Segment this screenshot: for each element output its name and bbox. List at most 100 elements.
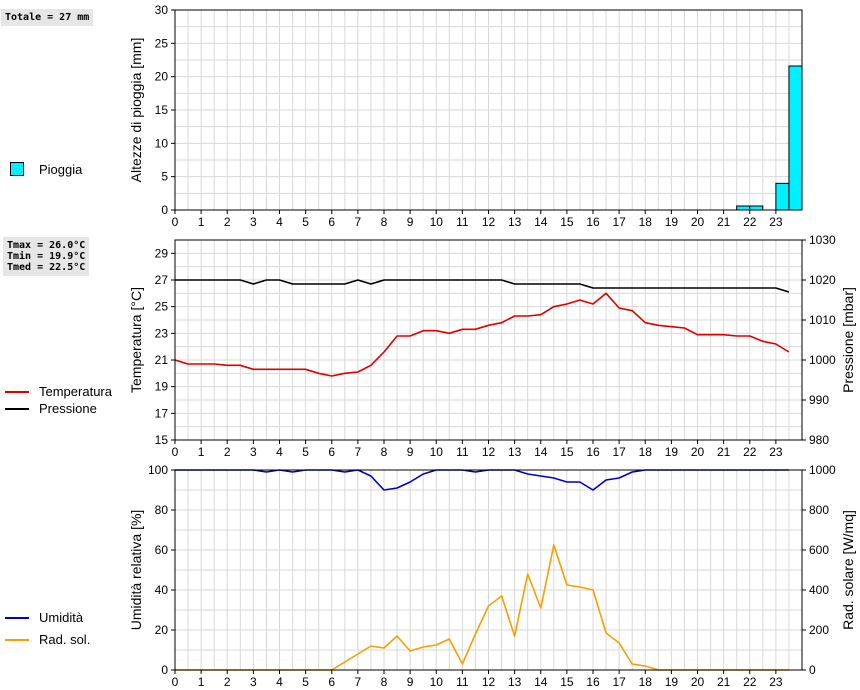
y-axis-title: Altezze di pioggia [mm] (128, 38, 144, 183)
x-tick-label: 18 (639, 445, 653, 459)
y2-tick-label: 1020 (809, 273, 836, 287)
x-tick-label: 18 (639, 675, 653, 689)
x-tick-label: 0 (172, 445, 179, 459)
x-tick-label: 0 (172, 675, 179, 689)
x-tick-label: 20 (691, 215, 705, 229)
y-axis-title: Umidità relativa [%] (128, 510, 144, 631)
x-tick-label: 14 (534, 445, 548, 459)
x-tick-label: 17 (612, 445, 626, 459)
y2-tick-label: 990 (809, 393, 829, 407)
x-tick-label: 4 (276, 675, 283, 689)
y-tick-label: 20 (155, 623, 169, 637)
y2-tick-label: 1030 (809, 233, 836, 247)
x-tick-label: 14 (534, 675, 548, 689)
rain-total-text: Totale = 27 mm (5, 12, 90, 23)
y-tick-label: 0 (161, 663, 168, 677)
legend-humidity-label: Umidità (39, 610, 84, 625)
x-tick-label: 16 (586, 215, 600, 229)
y-tick-label: 100 (148, 463, 168, 477)
x-tick-label: 4 (276, 445, 283, 459)
bar-pioggia (775, 182, 790, 211)
x-tick-label: 8 (381, 675, 388, 689)
series-line-umidita (175, 469, 789, 491)
x-tick-label: 23 (769, 675, 783, 689)
x-tick-label: 17 (612, 675, 626, 689)
y-tick-label: 60 (155, 543, 169, 557)
panel-2: 0 1 2 3 4 5 6 7 8 9 10 11 12 13 14 15 16 17 18 19 20 21 22 2315… (128, 233, 856, 459)
x-tick-label: 13 (508, 675, 522, 689)
legend-pressure-swatch (5, 408, 29, 410)
tmax-text: Tmax = 26.0°C (7, 240, 86, 251)
y-tick-label: 20 (155, 70, 169, 84)
y2-tick-label: 1000 (809, 463, 836, 477)
x-tick-label: 13 (508, 445, 522, 459)
x-tick-label: 3 (250, 445, 257, 459)
x-tick-label: 22 (743, 675, 757, 689)
y2-tick-label: 1010 (809, 313, 836, 327)
x-tick-label: 6 (328, 445, 335, 459)
x-tick-label: 4 (276, 215, 283, 229)
temp-stats-box: Tmax = 26.0°C Tmin = 19.9°C Tmed = 22.5°… (3, 237, 90, 276)
x-tick-label: 7 (355, 215, 362, 229)
y-tick-label: 15 (155, 103, 169, 117)
y2-tick-label: 0 (809, 663, 816, 677)
x-tick-label: 15 (560, 215, 574, 229)
x-tick-label: 1 (198, 675, 205, 689)
x-tick-label: 5 (302, 215, 309, 229)
legend-radiation-label: Rad. sol. (39, 632, 91, 647)
x-tick-label: 0 (172, 215, 179, 229)
x-tick-label: 20 (691, 675, 705, 689)
x-tick-label: 18 (639, 215, 653, 229)
series-line-rad-sol (175, 544, 789, 671)
y-tick-label: 30 (155, 3, 169, 17)
legend-rain-label: Pioggia (39, 162, 83, 177)
x-tick-label: 16 (586, 445, 600, 459)
x-tick-label: 16 (586, 675, 600, 689)
x-tick-label: 11 (456, 215, 469, 229)
x-tick-label: 10 (430, 675, 444, 689)
y-tick-label: 29 (155, 246, 169, 260)
x-tick-label: 12 (482, 445, 496, 459)
x-tick-label: 21 (717, 675, 731, 689)
y-axis-title: Temperatura [°C] (128, 287, 144, 393)
y-tick-label: 21 (155, 353, 169, 367)
y-tick-label: 40 (155, 583, 169, 597)
x-tick-label: 22 (743, 445, 757, 459)
legend-radiation-swatch (5, 639, 29, 641)
y2-tick-label: 1000 (809, 353, 836, 367)
x-tick-label: 1 (198, 445, 205, 459)
bar-pioggia (736, 205, 751, 211)
x-tick-label: 9 (407, 445, 414, 459)
x-tick-label: 10 (430, 445, 444, 459)
y-tick-label: 23 (155, 326, 169, 340)
series-line-pressione (175, 279, 790, 293)
x-tick-label: 6 (328, 215, 335, 229)
x-tick-label: 5 (302, 445, 309, 459)
x-tick-label: 15 (560, 675, 574, 689)
y-tick-label: 0 (161, 203, 168, 217)
legend-rain-swatch (10, 162, 24, 176)
y-tick-label: 80 (155, 503, 169, 517)
x-tick-label: 12 (482, 215, 496, 229)
x-tick-label: 17 (612, 215, 626, 229)
x-tick-label: 11 (456, 675, 469, 689)
x-tick-label: 5 (302, 675, 309, 689)
x-tick-label: 2 (224, 215, 231, 229)
legend-humidity-swatch (5, 617, 29, 619)
x-tick-label: 21 (717, 215, 731, 229)
x-tick-label: 14 (534, 215, 548, 229)
x-tick-label: 7 (355, 445, 362, 459)
x-tick-label: 7 (355, 675, 362, 689)
y-tick-label: 17 (155, 406, 169, 420)
bar-pioggia (749, 205, 764, 211)
y2-tick-label: 400 (809, 583, 829, 597)
series-line-temperatura (174, 292, 790, 377)
x-tick-label: 8 (381, 445, 388, 459)
y-tick-label: 19 (155, 380, 169, 394)
y2-tick-label: 600 (809, 543, 829, 557)
x-tick-label: 21 (717, 445, 731, 459)
x-tick-label: 20 (691, 445, 705, 459)
bar-pioggia (788, 65, 803, 211)
x-tick-label: 3 (250, 675, 257, 689)
